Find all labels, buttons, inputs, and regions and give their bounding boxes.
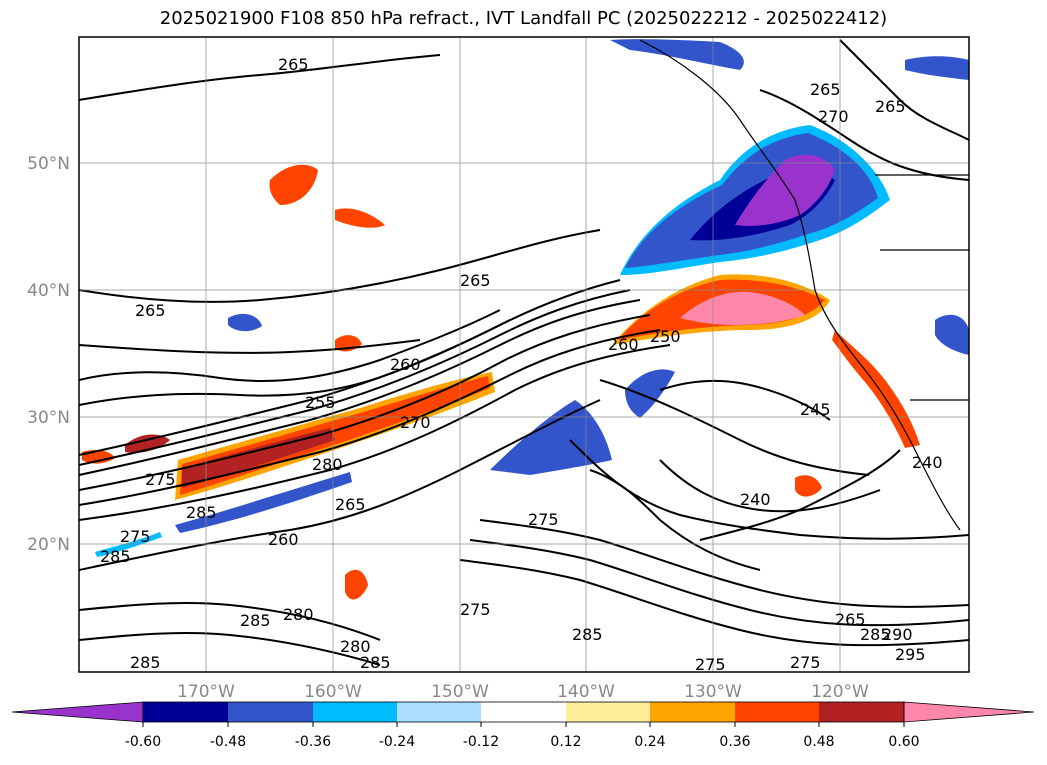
contour-label: 240 — [740, 490, 771, 509]
lon-label-160w: 160°W — [304, 682, 362, 702]
contour-label: 275 — [460, 600, 491, 619]
colorbar-tick-label: 0.48 — [803, 734, 834, 750]
colorbar-swatch — [481, 702, 566, 722]
colorbar-swatch — [228, 702, 313, 722]
contour-label: 285 — [572, 625, 603, 644]
warm-spot-south — [795, 475, 822, 497]
contour-label: 250 — [650, 327, 681, 346]
contour-label: 275 — [790, 653, 821, 672]
colorbar-tick-label: 0.60 — [888, 734, 919, 750]
colorbar-tick-label: -0.36 — [295, 734, 331, 750]
lon-label-120w: 120°W — [811, 682, 869, 702]
contour-label: 295 — [895, 645, 926, 664]
map-background — [79, 37, 969, 672]
lat-label-50: 50°N — [27, 154, 70, 174]
colorbar-swatch — [650, 702, 735, 722]
cold-spot-top — [610, 39, 744, 70]
contour-label: 265 — [835, 610, 866, 629]
warm-spot-sw — [125, 434, 170, 453]
contour-label: 240 — [912, 453, 943, 472]
lon-label-130w: 130°W — [684, 682, 742, 702]
warm-anomaly-ca-core — [680, 291, 805, 325]
contour-label: 265 — [810, 80, 841, 99]
contour-label: 275 — [120, 527, 151, 546]
contour-label: 285 — [100, 547, 131, 566]
latitude-labels: 50°N 40°N 30°N 20°N — [27, 154, 70, 555]
lon-label-150w: 150°W — [431, 682, 489, 702]
contour-label: 275 — [695, 655, 726, 674]
lat-label-30: 30°N — [27, 408, 70, 428]
map-frame — [78, 36, 970, 673]
shading-layer — [82, 39, 969, 600]
cool-band — [175, 472, 352, 533]
longitude-labels: 170°W 160°W 150°W 140°W 130°W 120°W — [177, 682, 869, 702]
colorbar-swatch — [735, 702, 819, 722]
contour-label: 270 — [400, 413, 431, 432]
colorbar: -0.60 -0.48 -0.36 -0.24 -0.12 0.12 0.24 … — [11, 701, 1035, 750]
contour-label: 285 — [186, 503, 217, 522]
contour-label: 265 — [135, 301, 166, 320]
contour-label: 255 — [305, 393, 336, 412]
cool-pocket-central — [490, 400, 612, 475]
contour-label: 280 — [283, 605, 314, 624]
warm-spot-north2 — [335, 208, 385, 228]
coastline — [639, 39, 969, 531]
cold-spot-east — [935, 314, 969, 355]
colorbar-frame — [142, 701, 905, 723]
colorbar-left-extension — [11, 701, 144, 723]
colorbar-tick-label: -0.60 — [125, 734, 161, 750]
colorbar-tick-label: 0.36 — [719, 734, 750, 750]
contour-layer — [79, 39, 969, 666]
contour-label: 270 — [818, 107, 849, 126]
colorbar-swatch — [566, 702, 650, 722]
warm-band-core — [182, 428, 335, 488]
colorbar-right-extension — [903, 701, 1035, 723]
contour-label: 260 — [390, 355, 421, 374]
contour-label: 260 — [608, 335, 639, 354]
colorbar-tick-label: 0.12 — [550, 734, 581, 750]
cold-spot-topright — [905, 56, 969, 80]
lon-label-170w: 170°W — [177, 682, 235, 702]
gridlines — [79, 37, 969, 672]
contour-label: 275 — [145, 470, 176, 489]
warm-spot-north — [269, 164, 318, 205]
contour-label: 260 — [268, 530, 299, 549]
contour-label: 285 — [130, 653, 161, 672]
colorbar-swatch — [397, 702, 481, 722]
contour-labels: 265 265 265 265 265 260 255 270 280 275 … — [100, 55, 943, 674]
map-title: 2025021900 F108 850 hPa refract., IVT La… — [159, 8, 888, 29]
contour-label: 245 — [800, 400, 831, 419]
colorbar-ticks — [142, 722, 905, 727]
contour-label: 265 — [460, 271, 491, 290]
cold-anomaly-ne-core — [735, 154, 835, 226]
contour-label: 280 — [312, 455, 343, 474]
colorbar-tick-label: 0.24 — [634, 734, 665, 750]
contour-label: 285 — [860, 625, 891, 644]
cool-pocket-east — [625, 369, 675, 418]
contour-label: 290 — [882, 625, 913, 644]
cool-spot-north — [228, 313, 262, 332]
colorbar-tick-label: -0.48 — [210, 734, 246, 750]
lon-label-140w: 140°W — [557, 682, 615, 702]
contour-label: 285 — [360, 653, 391, 672]
contour-label: 280 — [340, 637, 371, 656]
contour-label: 265 — [278, 55, 309, 74]
colorbar-tick-label: -0.12 — [463, 734, 499, 750]
lat-label-20: 20°N — [27, 535, 70, 555]
contour-label: 265 — [335, 495, 366, 514]
contour-label: 265 — [875, 97, 906, 116]
colorbar-swatch — [143, 702, 228, 722]
lat-label-40: 40°N — [27, 281, 70, 301]
contour-label: 285 — [240, 611, 271, 630]
colorbar-swatch — [313, 702, 397, 722]
warm-spot-south2 — [345, 569, 368, 600]
colorbar-swatch — [819, 702, 904, 722]
contour-label: 275 — [528, 510, 559, 529]
colorbar-tick-label: -0.24 — [379, 734, 415, 750]
